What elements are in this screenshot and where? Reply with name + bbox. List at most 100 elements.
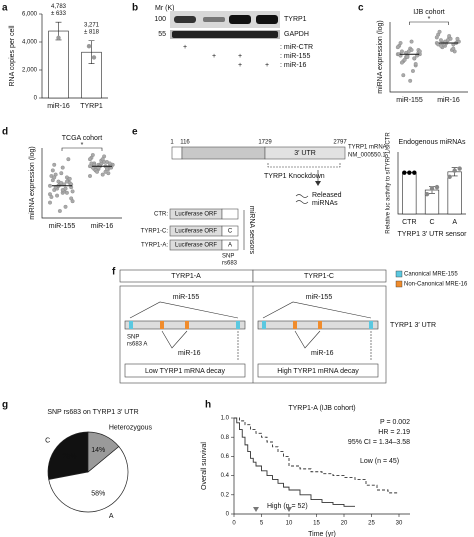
position: 2797 — [333, 140, 347, 146]
x-tick-label: 30 — [396, 521, 403, 527]
value-label: 14% — [91, 447, 105, 454]
data-point — [437, 29, 442, 34]
value-label: 4,783 — [51, 4, 67, 10]
bar — [48, 30, 69, 99]
survival-curve — [234, 417, 399, 494]
y-tick-label: 0 — [34, 96, 38, 102]
data-point — [55, 193, 60, 198]
bar — [402, 172, 417, 215]
data-point — [57, 209, 62, 213]
model-header: TYRP1-A — [171, 273, 201, 280]
treatment-mark: + — [183, 44, 187, 51]
blot — [170, 11, 280, 39]
chart-title: SNP rs683 on TYRP1 3′ UTR — [47, 409, 138, 416]
x-axis-label: Time (yr) — [308, 531, 336, 537]
model — [119, 269, 403, 384]
y-tick-label: 0.2 — [221, 492, 230, 498]
data-point — [434, 35, 439, 40]
data-point — [409, 39, 414, 44]
x-tick-label: TYRP1 — [80, 103, 103, 110]
data-point — [104, 167, 109, 171]
legend-label: Low (n = 45) — [360, 458, 399, 465]
x-tick-label: C — [429, 219, 434, 226]
significance-bracket — [61, 147, 103, 151]
chart-title: TYRP1-A (IJB cohort) — [288, 405, 355, 412]
annotation: HR = 2.19 — [378, 429, 410, 436]
mirna-label: miR-155 — [173, 294, 200, 301]
data-point — [399, 60, 404, 65]
mw-label: Mr (K) — [155, 5, 174, 12]
snp-label: rs683 A — [127, 342, 147, 348]
chart-title: TCGA cohort — [62, 135, 103, 142]
replicate-point — [457, 166, 462, 171]
data-point — [90, 153, 95, 157]
accession: NM_000550.1 — [348, 153, 386, 159]
y-tick-label: 0.6 — [221, 454, 230, 460]
legend-label: Canonical MRE-155 — [404, 272, 458, 278]
y-tick-label: 1.0 — [221, 416, 230, 422]
median-marker — [286, 507, 292, 512]
y-axis-label: miRNA expression (log) — [377, 20, 384, 94]
replicate-point — [434, 184, 440, 190]
data-point — [410, 69, 415, 73]
snp-label: SNP — [127, 335, 139, 341]
model-header: TYRP1-C — [304, 273, 334, 280]
site-label: A — [228, 243, 232, 249]
replicate-point — [407, 170, 412, 175]
y-axis-label: Overall survival — [201, 442, 208, 490]
chart-title: Endogenous miRNAs — [399, 139, 466, 146]
treatment-label: : miR-CTR — [280, 44, 313, 51]
sensor-label: TYRP1-C: — [141, 229, 169, 235]
data-point — [100, 172, 105, 177]
median-marker — [253, 507, 259, 512]
data-point — [398, 41, 403, 45]
data-point — [436, 42, 441, 47]
pie-slice — [47, 431, 89, 480]
position: 116 — [180, 140, 190, 146]
mrna-label: TYRP1 mRNA — [348, 145, 387, 151]
replicate-point — [56, 35, 61, 40]
x-tick-label: CTR — [402, 219, 416, 226]
data-point — [395, 45, 400, 50]
data-point — [63, 186, 68, 191]
value-label: 3,271 — [84, 22, 100, 28]
data-point — [52, 162, 57, 167]
x-tick-label: 5 — [260, 521, 264, 527]
data-point — [69, 196, 74, 201]
panel-label: f — [112, 267, 116, 278]
data-point — [412, 56, 417, 61]
data-point — [50, 168, 55, 173]
data-point — [60, 165, 65, 170]
orf-label: Luciferase ORF — [175, 243, 217, 249]
x-tick-label: miR-16 — [47, 103, 70, 110]
replicate-point — [402, 170, 407, 175]
panel-label: b — [132, 3, 138, 14]
data-point — [413, 62, 418, 66]
position: 1729 — [258, 140, 272, 146]
value-label: 58% — [91, 491, 105, 498]
sensor-label: TYRP1-A: — [141, 243, 168, 249]
construct — [169, 146, 346, 251]
mirna-label: miR-16 — [178, 350, 201, 357]
x-tick-label: miR-155 — [396, 97, 423, 104]
category-label: C — [45, 438, 50, 445]
released-label: Released — [312, 192, 342, 199]
mw-marker: 55 — [158, 31, 166, 38]
x-tick-label: 0 — [232, 521, 236, 527]
data-point — [447, 34, 452, 38]
data-point — [66, 157, 71, 162]
data-point — [63, 204, 68, 209]
replicate-point — [447, 174, 452, 179]
sensor-group-label: miRNA sensors — [248, 206, 255, 255]
data-point — [402, 57, 407, 62]
x-tick-label: A — [452, 219, 457, 226]
x-axis-label: TYRP1 3′ UTR sensor — [398, 231, 468, 238]
data-point — [401, 73, 406, 78]
x-tick-label: miR-16 — [91, 223, 114, 230]
legend-label: High (n = 52) — [267, 503, 308, 510]
axis — [397, 152, 466, 215]
data-point — [399, 49, 404, 54]
knockdown-label: TYRP1 Knockdown — [264, 173, 325, 180]
